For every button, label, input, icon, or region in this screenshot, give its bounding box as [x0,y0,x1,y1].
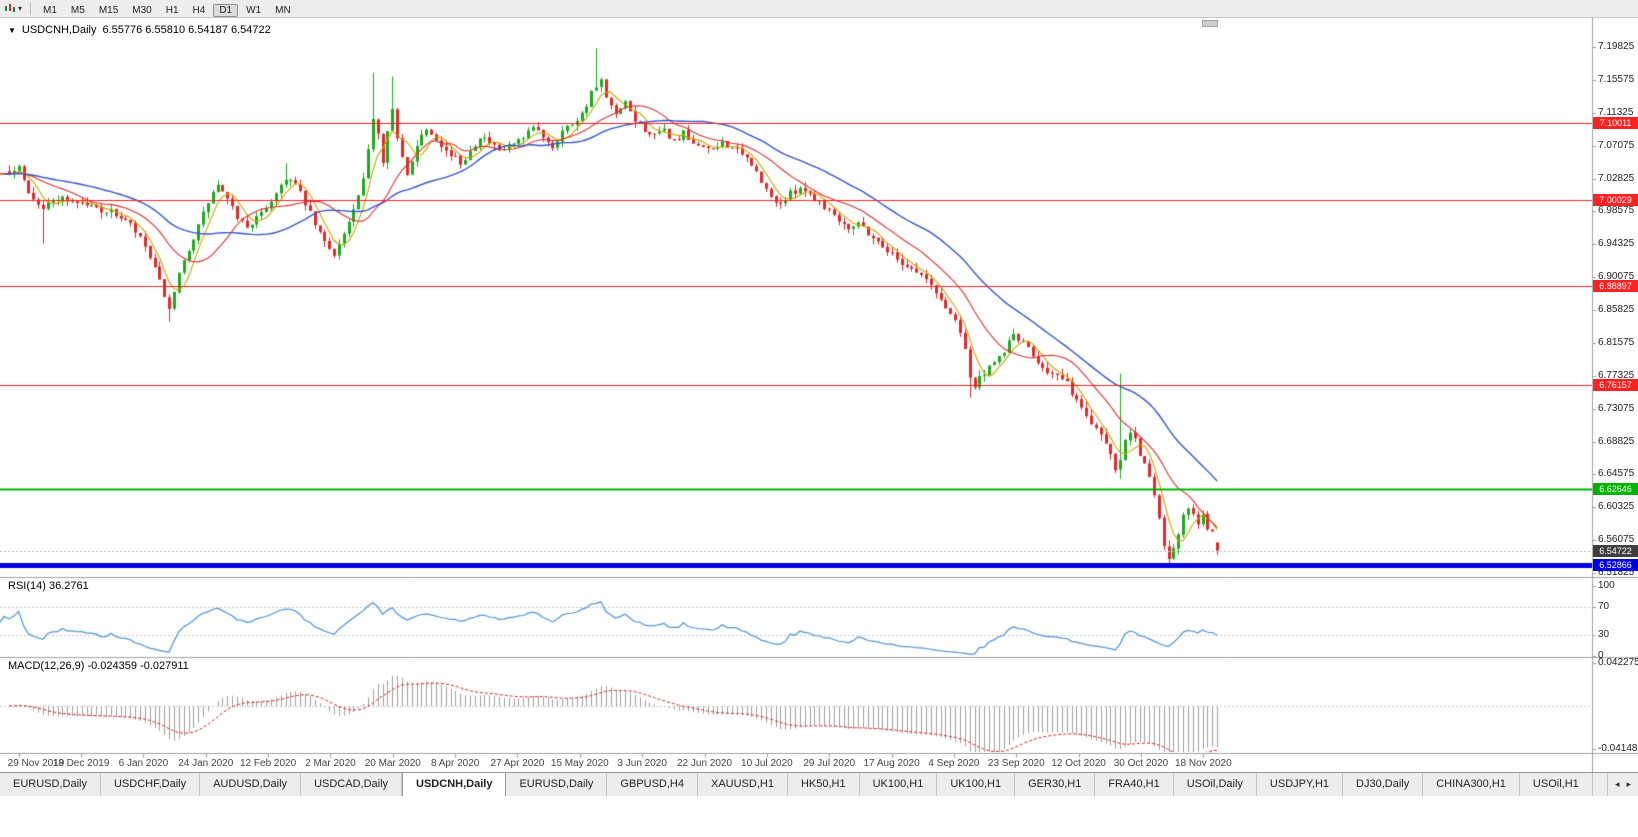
price-axis-label: 7.15575 [1598,73,1635,85]
date-axis-label: 29 Nov 2019 [7,758,65,769]
date-axis-label: 24 Jan 2020 [178,758,234,769]
tab-scroll-left-icon[interactable]: ◂ [1614,779,1620,789]
chart-tab-eurusd-daily[interactable]: EURUSD,Daily [0,773,101,796]
toolbar-separator [30,2,32,15]
current-price-tag: 6.54722 [1593,544,1638,557]
chart-symbol-label: USDCNH,Daily [21,24,97,36]
level-price-tag[interactable]: 7.10011 [1593,116,1638,129]
timeframe-button-m15[interactable]: M15 [98,4,119,16]
price-axis-label: 6.81575 [1598,336,1635,348]
chart-tab-dj30-daily[interactable]: DJ30,Daily [1343,773,1424,796]
price-axis-label: 6.77325 [1598,369,1635,381]
level-price-tag[interactable]: 6.88897 [1593,280,1638,293]
chart-panel: ▼ USDCNH,Daily 6.55776 6.55810 6.54187 6… [0,18,1638,772]
chart-tab-uk100-h1[interactable]: UK100,H1 [859,773,938,796]
chart-tab-audusd-daily[interactable]: AUDUSD,Daily [200,773,302,796]
price-axis-label: 6.68825 [1598,435,1635,447]
date-axis-label: 29 Jul 2020 [803,758,856,769]
date-axis-label: 10 Jul 2020 [741,758,793,769]
price-axis-label: 6.60325 [1598,501,1635,513]
date-axis-label: 6 Jan 2020 [118,758,169,769]
chart-tabs-group: EURUSD,Daily USDCHF,Daily AUDUSD,Daily USDC… [0,773,1607,796]
chart-tab-eurusd-daily[interactable]: EURUSD,Daily [506,773,608,796]
rsi-axis-label: 0 [1598,650,1604,661]
price-axis-label: 6.85825 [1598,304,1635,315]
price-axis-label: 6.98575 [1598,205,1635,217]
date-axis-label: 30 Oct 2020 [1113,758,1169,769]
timeframe-toolbar: ▾ M1 M5 M15 M30 H1 H4 D1 W1 MN [0,0,1638,18]
date-axis-label: 22 Jun 2020 [677,758,733,769]
date-axis-label: 20 Mar 2020 [364,758,421,769]
chart-tab-uk100-h1[interactable]: UK100,H1 [937,773,1016,796]
date-axis-label: 18 Nov 2020 [1174,758,1232,769]
chart-ohlc-values: 6.55776 6.55810 6.54187 6.54722 [102,24,271,36]
date-axis-label: 12 Feb 2020 [240,758,297,769]
date-axis-label: 18 Dec 2019 [52,758,110,769]
timeframe-button-h4[interactable]: H4 [192,4,206,16]
price-chart-canvas[interactable] [0,18,1638,772]
chart-tab-usdcnh-daily[interactable]: USDCNH,Daily [402,773,507,796]
date-axis-label: 4 Sep 2020 [928,758,980,769]
chart-tab-fra40-h1[interactable]: FRA40,H1 [1095,773,1174,796]
level-price-tag[interactable]: 6.52866 [1593,558,1638,571]
chart-tab-usdcad-daily[interactable]: USDCAD,Daily [301,773,403,796]
timeframe-button-w1[interactable]: W1 [246,4,262,16]
timeframe-button-m5[interactable]: M5 [70,4,85,16]
date-axis-label: 27 Apr 2020 [490,758,545,769]
chart-type-icon[interactable] [4,3,17,14]
chart-tab-gbpusd-h4[interactable]: GBPUSD,H4 [607,773,698,796]
date-axis-label: 8 Apr 2020 [430,758,480,769]
chart-dropdown-icon[interactable]: ▼ [8,25,16,35]
date-axis-label: 3 Jun 2020 [617,758,667,769]
price-axis-label: 6.73075 [1598,402,1635,414]
chart-tab-usoil-h1[interactable]: USOil,H1 [1519,773,1593,796]
timeframe-buttons-group: M1 M5 M15 M30 H1 H4 D1 W1 MN [36,0,298,18]
macd-axis-label: -0.04148 [1598,743,1638,754]
price-axis-label: 7.02825 [1598,172,1635,184]
chart-title: ▼ USDCNH,Daily 6.55776 6.55810 6.54187 6… [8,24,271,36]
rsi-axis-label: 30 [1598,629,1610,640]
chart-tab-hk50-h1[interactable]: HK50,H1 [787,773,860,796]
price-axis-label: 7.19825 [1598,41,1635,52]
chart-tab-usdjpy-h1[interactable]: USDJPY,H1 [1256,773,1344,796]
timeframe-button-h1[interactable]: H1 [165,4,179,16]
chart-tab-ger30-h1[interactable]: GER30,H1 [1015,773,1096,796]
price-axis-label: 6.51825 [1598,567,1635,578]
chart-tab-china300-h1[interactable]: CHINA300,H1 [1423,773,1520,796]
rsi-axis-label: 70 [1598,601,1610,612]
chart-tab-usoil-daily[interactable]: USOil,Daily [1173,773,1257,796]
tab-scroll-right-icon[interactable]: ▸ [1626,779,1631,789]
price-axis-label: 7.11325 [1598,106,1634,118]
macd-axis-label: 0.042275 [1598,657,1638,668]
date-axis-label: 2 Mar 2020 [305,758,356,769]
chart-tab-bar: EURUSD,Daily USDCHF,Daily AUDUSD,Daily USDC… [0,772,1638,796]
macd-indicator-label: MACD(12,26,9) -0.024359 -0.027911 [8,660,189,672]
timeframe-button-m30[interactable]: M30 [132,4,152,16]
chart-type-caret-icon[interactable]: ▾ [18,4,23,13]
chart-tab-xauusd-h1[interactable]: XAUUSD,H1 [697,773,788,796]
bottom-filler [0,796,1638,837]
level-price-tag[interactable]: 7.00029 [1593,194,1638,207]
level-price-tag[interactable]: 6.62646 [1593,483,1638,496]
date-axis-label: 17 Aug 2020 [863,758,920,769]
timeframe-button-mn[interactable]: MN [275,4,291,16]
timeframe-button-m1[interactable]: M1 [43,4,57,16]
chart-tab-usdchf-daily[interactable]: USDCHF,Daily [100,773,201,796]
date-axis-label: 23 Sep 2020 [987,758,1045,769]
tab-scroll-controls: ◂ ▸ [1606,773,1638,796]
date-axis-label: 15 May 2020 [550,758,609,769]
level-price-tag[interactable]: 6.76157 [1593,378,1638,391]
chart-scrollbar-thumb[interactable] [1202,20,1218,27]
price-axis-label: 6.94325 [1598,238,1635,250]
price-axis-label: 6.64575 [1598,468,1635,480]
timeframe-button-d1[interactable]: D1 [213,3,239,17]
rsi-indicator-label: RSI(14) 36.2761 [8,580,89,592]
date-axis-label: 12 Oct 2020 [1051,758,1106,769]
price-axis-label: 6.90075 [1598,271,1635,283]
price-axis-label: 6.56075 [1598,534,1635,546]
price-axis-label: 7.07075 [1598,139,1635,151]
rsi-axis-label: 100 [1598,580,1615,591]
